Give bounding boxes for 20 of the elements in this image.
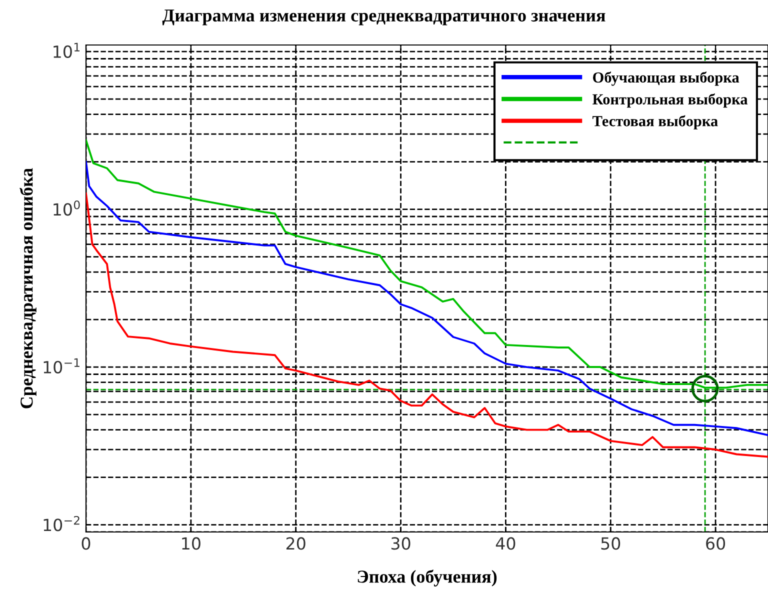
x-tick-label: 40	[496, 537, 516, 550]
x-tick-label: 0	[82, 537, 90, 550]
line-series	[86, 139, 768, 389]
y-axis-title: Среднеквадратичная ошибка	[20, 168, 36, 408]
y-tick-label: 10$^{−2}$	[44, 516, 80, 532]
legend-label: Контрольная выборка	[592, 93, 748, 108]
y-tick-label: 10$^{1}$	[54, 42, 80, 58]
x-axis-title: Эпоха (обучения)	[358, 570, 497, 586]
y-tick-label: 10$^{−1}$	[44, 358, 80, 374]
chart-title: Диаграмма изменения среднеквадратичного значения	[162, 10, 606, 26]
x-tick-label: 60	[706, 537, 726, 550]
x-tick-label: 30	[391, 537, 410, 550]
x-tick-label: 10	[182, 537, 200, 550]
line-series	[86, 192, 768, 458]
x-tick-label: 50	[601, 537, 620, 550]
legend-label: Обучающая выборка	[593, 72, 740, 86]
y-tick-label: 10$^{0}$	[54, 200, 80, 216]
x-tick-label: 20	[286, 537, 306, 550]
line-series	[86, 160, 768, 436]
legend-label: Тестовая выборка	[592, 115, 718, 130]
